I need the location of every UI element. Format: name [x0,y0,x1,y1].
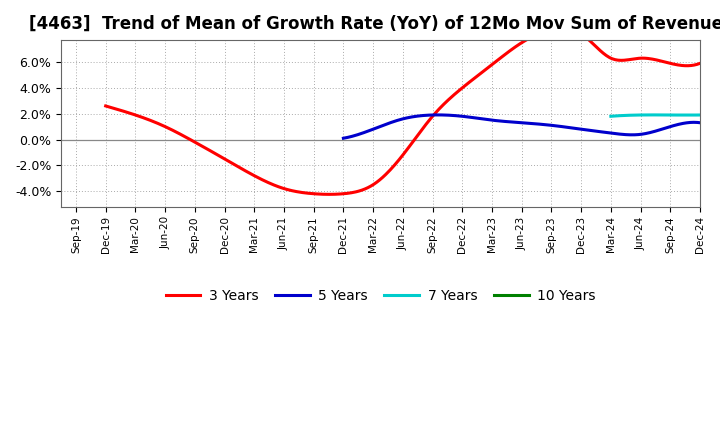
3 Years [295,190,304,195]
5 Years [456,114,465,119]
5 Years [696,120,704,125]
5 Years [599,129,608,135]
Line: 7 Years: 7 Years [611,115,700,116]
3 Years [325,192,333,197]
5 Years [382,121,391,127]
3 Years [102,103,110,109]
7 Years [672,112,680,117]
7 Years [606,114,615,119]
5 Years [339,136,348,141]
Title: [4463]  Trend of Mean of Growth Rate (YoY) of 12Mo Mov Sum of Revenues: [4463] Trend of Mean of Growth Rate (YoY… [29,15,720,33]
Line: 5 Years: 5 Years [343,115,700,138]
3 Years [477,70,485,76]
3 Years [532,32,541,37]
3 Years [338,191,347,196]
5 Years [481,117,490,122]
7 Years [671,112,680,117]
3 Years [173,130,181,135]
3 Years [535,31,544,37]
7 Years [696,112,704,117]
5 Years [598,129,606,135]
5 Years [564,125,573,130]
7 Years [649,112,657,117]
7 Years [663,112,672,117]
Legend: 3 Years, 5 Years, 7 Years, 10 Years: 3 Years, 5 Years, 7 Years, 10 Years [160,283,601,308]
7 Years [617,113,626,118]
3 Years [559,26,567,31]
5 Years [434,112,443,117]
7 Years [636,112,644,117]
3 Years [696,61,704,66]
7 Years [642,112,650,117]
Line: 3 Years: 3 Years [106,28,700,194]
